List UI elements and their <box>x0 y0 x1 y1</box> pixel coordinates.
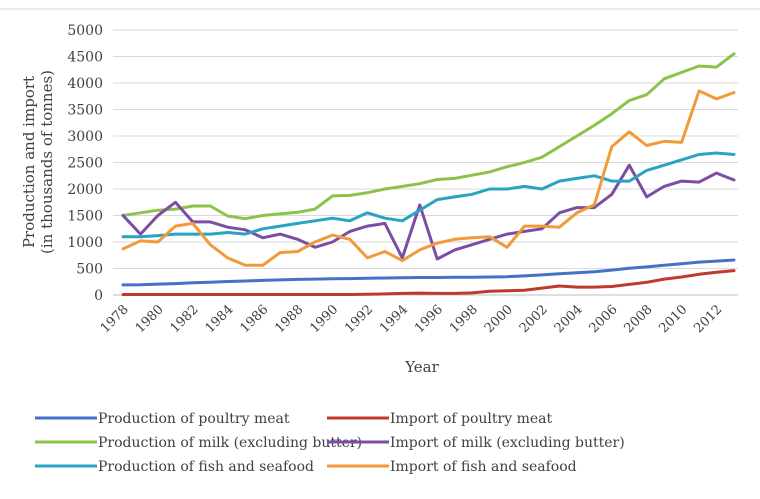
x-tick-label: 2008 <box>622 302 656 336</box>
y-axis-title: Production and import(in thousands of to… <box>20 70 56 254</box>
x-tick-label: 1984 <box>203 302 237 336</box>
y-tick-label: 1500 <box>67 209 103 225</box>
y-tick-label: 500 <box>76 262 103 278</box>
y-tick-label: 4500 <box>67 50 103 66</box>
x-tick-label: 1986 <box>237 302 271 336</box>
series-line-6 <box>121 89 736 267</box>
legend-label: Production of milk (excluding butter) <box>98 435 362 451</box>
x-tick-label: 1998 <box>447 302 481 336</box>
x-tick-label: 1978 <box>98 302 132 336</box>
y-axis-title-line: Production and import <box>20 76 38 248</box>
y-axis-title-line: (in thousands of tonnes) <box>38 70 56 254</box>
legend-label: Import of milk (excluding butter) <box>390 435 625 451</box>
legend-label: Production of fish and seafood <box>98 459 314 475</box>
series-line-3 <box>121 52 736 221</box>
y-tick-label: 5000 <box>67 23 103 39</box>
series-line-2 <box>121 269 736 296</box>
x-tick-label: 2006 <box>587 302 621 336</box>
y-tick-label: 2500 <box>67 156 103 172</box>
x-tick-label: 2004 <box>552 302 586 336</box>
x-tick-label: 1990 <box>307 302 341 336</box>
x-tick-label: 1988 <box>272 302 306 336</box>
x-tick-label: 2012 <box>691 302 725 336</box>
y-tick-label: 2000 <box>67 182 103 198</box>
x-tick-label: 1994 <box>377 302 411 336</box>
y-tick-label: 0 <box>94 288 103 304</box>
x-tick-label: 1980 <box>133 302 167 336</box>
x-axis-title: Year <box>404 358 439 376</box>
legend: Production of poultry meat Import of poul… <box>35 411 625 475</box>
series-line-5 <box>121 151 736 239</box>
x-tick-label: 2000 <box>482 302 516 336</box>
x-tick-label: 1992 <box>342 302 376 336</box>
legend-label: Import of fish and seafood <box>390 459 577 475</box>
legend-label: Production of poultry meat <box>98 411 290 427</box>
data-series <box>121 52 736 296</box>
legend-label: Import of poultry meat <box>390 411 552 427</box>
y-tick-label: 1000 <box>67 235 103 251</box>
x-tick-label: 2002 <box>517 302 551 336</box>
y-tick-label: 3500 <box>67 103 103 119</box>
x-tick-label: 1982 <box>168 302 202 336</box>
x-tick-label: 1996 <box>412 302 446 336</box>
series-line-1 <box>121 258 736 287</box>
y-tick-label: 4000 <box>67 76 103 92</box>
y-tick-label: 3000 <box>67 129 103 145</box>
gridlines <box>113 29 738 296</box>
series-line-4 <box>121 163 736 261</box>
x-tick-label: 2010 <box>656 302 690 336</box>
